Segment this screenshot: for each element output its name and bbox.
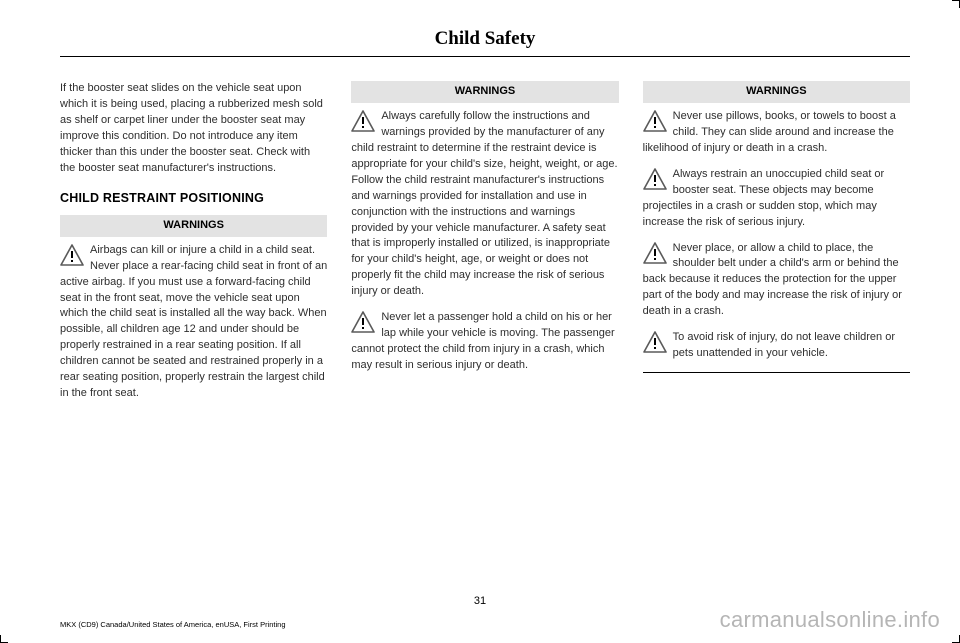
warning-item: Never let a passenger hold a child on hi…	[351, 310, 618, 374]
warning-icon	[643, 242, 667, 264]
warning-icon	[643, 331, 667, 353]
section-heading: CHILD RESTRAINT POSITIONING	[60, 189, 327, 207]
column-2: WARNINGS Always carefully follow the ins…	[351, 81, 618, 412]
warning-item: To avoid risk of injury, do not leave ch…	[643, 330, 910, 362]
warning-item: Always carefully follow the instructions…	[351, 109, 618, 300]
warnings-label: WARNINGS	[60, 215, 327, 237]
warning-icon	[643, 168, 667, 190]
warning-text: To avoid risk of injury, do not leave ch…	[673, 331, 895, 359]
warning-text: Always restrain an unoccupied child seat…	[643, 168, 885, 228]
warning-text: Never place, or allow a child to place, …	[643, 242, 902, 318]
warning-text: Never let a passenger hold a child on hi…	[351, 311, 614, 371]
page-number: 31	[0, 595, 960, 607]
content-columns: If the booster seat slides on the vehicl…	[60, 81, 910, 412]
warning-icon	[351, 110, 375, 132]
column-1: If the booster seat slides on the vehicl…	[60, 81, 327, 412]
column-3: WARNINGS Never use pillows, books, or to…	[643, 81, 910, 412]
header-divider	[60, 56, 910, 57]
warning-icon	[351, 311, 375, 333]
warnings-label: WARNINGS	[351, 81, 618, 103]
warning-text: Always carefully follow the instructions…	[351, 110, 617, 297]
warning-item: Never use pillows, books, or towels to b…	[643, 109, 910, 157]
page-title: Child Safety	[60, 28, 910, 50]
warnings-end-divider	[643, 372, 910, 373]
watermark: carmanualsonline.info	[720, 607, 940, 633]
warning-icon	[643, 110, 667, 132]
intro-paragraph: If the booster seat slides on the vehicl…	[60, 81, 327, 177]
warning-icon	[60, 244, 84, 266]
footer-text: MKX (CD9) Canada/United States of Americ…	[60, 620, 286, 629]
warning-text: Airbags can kill or injure a child in a …	[60, 244, 327, 399]
warning-item: Never place, or allow a child to place, …	[643, 241, 910, 321]
warning-item: Airbags can kill or injure a child in a …	[60, 243, 327, 402]
warnings-label: WARNINGS	[643, 81, 910, 103]
crop-mark	[0, 635, 1, 643]
warning-text: Never use pillows, books, or towels to b…	[643, 110, 896, 154]
warning-item: Always restrain an unoccupied child seat…	[643, 167, 910, 231]
